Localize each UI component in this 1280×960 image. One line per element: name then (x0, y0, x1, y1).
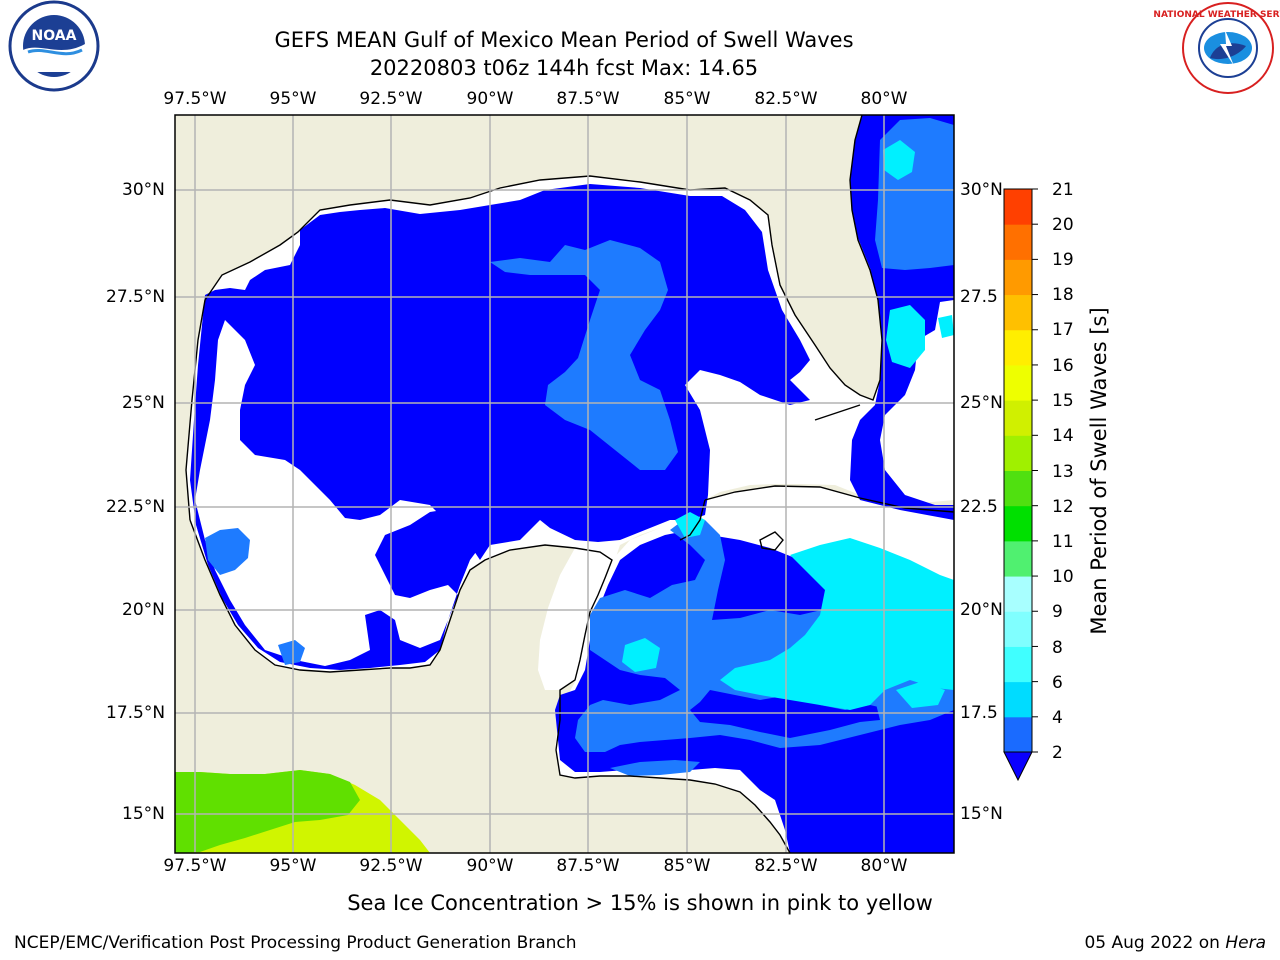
lon-label-top: 90°W (466, 89, 514, 109)
colorbar-segment (1004, 329, 1032, 366)
lon-label-top: 85°W (663, 89, 711, 109)
colorbar-extend (1003, 751, 1033, 782)
lon-label-bottom: 97.5°W (163, 856, 227, 876)
swell-field-high (675, 512, 705, 538)
colorbar-tick: 14 (1052, 426, 1074, 446)
colorbar (1003, 188, 1038, 782)
lat-label-right: 15°N (960, 804, 1003, 824)
swell-field-high (896, 682, 945, 708)
lon-label-top: 87.5°W (556, 89, 620, 109)
colorbar-tick: 19 (1052, 250, 1074, 270)
colorbar-segment (1004, 716, 1032, 753)
lat-label-left: 20°N (122, 600, 165, 620)
colorbar-segment (1004, 364, 1032, 401)
graticule (175, 115, 954, 853)
colorbar-tick: 13 (1052, 462, 1074, 482)
map-panel (175, 115, 954, 853)
colorbar-segment (1004, 576, 1032, 612)
lat-label-left: 25°N (122, 393, 165, 413)
colorbar-segment (1004, 611, 1032, 647)
map-subtitle: 20220803 t06z 144h fcst Max: 14.65 (369, 56, 759, 80)
colorbar-segment (1004, 681, 1032, 718)
lon-label-top: 82.5°W (754, 89, 818, 109)
colorbar-segment (1004, 505, 1032, 542)
lat-label-left: 22.5°N (106, 497, 166, 517)
nws-logo: NATIONAL WEATHER SERVICE (1153, 2, 1280, 94)
swell-field-high (883, 140, 915, 180)
lon-label-top: 97.5°W (163, 89, 227, 109)
map-border (174, 114, 955, 854)
lon-label-bottom: 92.5°W (359, 856, 423, 876)
colorbar-tick: 21 (1052, 180, 1074, 200)
nws-logo-text: NATIONAL WEATHER SERVICE (1153, 10, 1280, 20)
colorbar-segment (1004, 435, 1032, 471)
swell-field-high (938, 315, 954, 338)
colorbar-tick: 10 (1052, 567, 1074, 587)
lat-label-right: 17.5 (960, 703, 998, 723)
colorbar-tick: 12 (1052, 497, 1074, 517)
lon-label-bottom: 90°W (466, 856, 514, 876)
colorbar-segment (1004, 470, 1032, 507)
colorbar-tick: 2 (1052, 743, 1063, 763)
colorbar-tick: 4 (1052, 708, 1063, 728)
lon-label-bottom: 85°W (663, 856, 711, 876)
lon-label-bottom: 95°W (269, 856, 317, 876)
sea-ice-note: Sea Ice Concentration > 15% is shown in … (347, 891, 933, 915)
footer-host: Hera (1225, 933, 1266, 953)
lat-label-right: 30°N (960, 180, 1003, 200)
lat-label-right: 25°N (960, 393, 1003, 413)
colorbar-tick: 8 (1052, 638, 1063, 658)
colorbar-segment (1004, 259, 1032, 296)
colorbar-segment (1004, 540, 1032, 577)
footer-branch: NCEP/EMC/Verification Post Processing Pr… (14, 933, 577, 953)
colorbar-tick: 16 (1052, 356, 1074, 376)
colorbar-tick: 15 (1052, 391, 1074, 411)
swell-field-mid (278, 640, 305, 665)
colorbar-tick: 20 (1052, 215, 1074, 235)
lat-label-left: 30°N (122, 180, 165, 200)
lat-label-left: 27.5°N (106, 287, 166, 307)
coastline (185, 115, 954, 853)
swell-field-high (622, 638, 660, 672)
lon-label-top: 80°W (860, 89, 908, 109)
colorbar-tick: 11 (1052, 532, 1074, 552)
lat-label-left: 15°N (122, 804, 165, 824)
lat-label-right: 22.5 (960, 497, 998, 517)
lon-label-top: 95°W (269, 89, 317, 109)
lat-label-right: 20°N (960, 600, 1003, 620)
swell-field-high (886, 305, 925, 368)
lon-label-bottom: 82.5°W (754, 856, 818, 876)
lat-label-right: 27.5 (960, 287, 998, 307)
noaa-logo-text: NOAA (32, 28, 77, 44)
colorbar-segment (1004, 400, 1032, 436)
swell-field-mid (205, 528, 250, 575)
lon-label-top: 92.5°W (359, 89, 423, 109)
colorbar-segment (1004, 189, 1032, 225)
lon-label-bottom: 87.5°W (556, 856, 620, 876)
map-title: GEFS MEAN Gulf of Mexico Mean Period of … (274, 28, 854, 52)
swell-field-mid (610, 760, 700, 776)
colorbar-segment (1004, 646, 1032, 683)
lat-label-left: 17.5°N (106, 703, 166, 723)
colorbar-tick: 18 (1052, 285, 1074, 305)
swell-field-high (720, 538, 954, 710)
colorbar-tick: 6 (1052, 673, 1063, 693)
colorbar-tick: 9 (1052, 602, 1063, 622)
colorbar-tick: 17 (1052, 320, 1074, 340)
sea-ice-green (175, 770, 360, 853)
swell-field-mid (875, 118, 954, 270)
footer-date: 05 Aug 2022 on Hera (1084, 933, 1266, 953)
lon-label-bottom: 80°W (860, 856, 908, 876)
colorbar-segment (1004, 224, 1032, 260)
colorbar-segment (1004, 294, 1032, 331)
noaa-logo: NOAA (8, 0, 100, 92)
